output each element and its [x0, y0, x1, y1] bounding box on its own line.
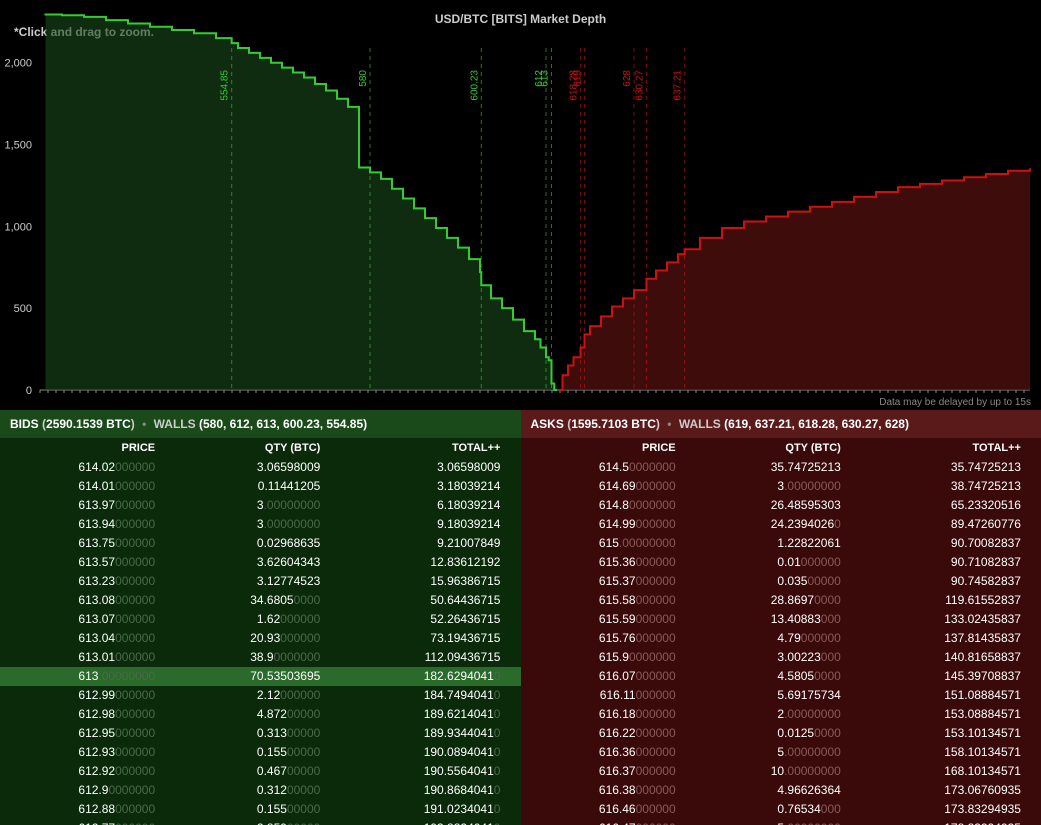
bids-label: BIDS — [10, 417, 39, 431]
order-row[interactable]: 616.110000005.69175734151.08884571 — [521, 686, 1041, 705]
bids-col-qty: QTY (BTC) — [175, 442, 340, 454]
order-row[interactable]: 613.970000003.000000006.18039214 — [0, 496, 521, 515]
bids-col-price: PRICE — [10, 442, 175, 454]
order-row[interactable]: 615.5800000028.86970000119.61552837 — [521, 591, 1041, 610]
order-row[interactable]: 615.760000004.79000000137.81435837 — [521, 629, 1041, 648]
order-row[interactable]: 616.470000005.00000000178.83294935 — [521, 819, 1041, 825]
asks-total: 1595.7103 BTC — [571, 417, 656, 431]
order-row[interactable]: 615.5900000013.40883000133.02435837 — [521, 610, 1041, 629]
order-row[interactable]: 613.0000000070.53503695182.62940410 — [0, 667, 521, 686]
svg-text:630.27: 630.27 — [634, 70, 645, 101]
order-row[interactable]: 612.950000000.31300000189.93440410 — [0, 724, 521, 743]
asks-panel: ASKS (1595.7103 BTC) • WALLS (619, 637.2… — [521, 410, 1041, 825]
bids-walls-label: WALLS — [154, 417, 196, 431]
order-row[interactable]: 612.900000000.31200000190.86840410 — [0, 781, 521, 800]
order-row[interactable]: 612.880000000.15500000191.02340410 — [0, 800, 521, 819]
asks-walls-label: WALLS — [679, 417, 721, 431]
order-row[interactable]: 615.360000000.0100000090.71082837 — [521, 553, 1041, 572]
order-row[interactable]: 616.3700000010.00000000168.10134571 — [521, 762, 1041, 781]
svg-text:500: 500 — [14, 303, 32, 315]
depth-chart-svg: 05001,0001,5002,000554.85580600.23612613… — [0, 0, 1041, 410]
bids-col-total: TOTAL++ — [340, 442, 510, 454]
bids-total-close: ) — [131, 417, 135, 431]
order-row[interactable]: 613.940000003.000000009.18039214 — [0, 515, 521, 534]
order-row[interactable]: 612.770000002.85900000193.88240410 — [0, 819, 521, 825]
order-row[interactable]: 614.9900000024.2394026089.47260776 — [521, 515, 1041, 534]
order-row[interactable]: 614.010000000.114412053.18039214 — [0, 477, 521, 496]
order-row[interactable]: 613.070000001.6200000052.26436715 — [0, 610, 521, 629]
asks-header: ASKS (1595.7103 BTC) • WALLS (619, 637.2… — [521, 410, 1041, 438]
svg-text:0: 0 — [26, 385, 32, 397]
svg-text:628: 628 — [622, 70, 633, 87]
asks-col-headers: PRICE QTY (BTC) TOTAL++ — [521, 438, 1041, 458]
bids-rows: 614.020000003.065980093.06598009614.0100… — [0, 458, 521, 825]
asks-sep: • — [667, 417, 671, 431]
svg-text:580: 580 — [358, 70, 369, 87]
svg-text:1,500: 1,500 — [4, 140, 32, 152]
order-row[interactable]: 613.0100000038.90000000112.09436715 — [0, 648, 521, 667]
asks-col-price: PRICE — [531, 442, 696, 454]
order-row[interactable]: 614.690000003.0000000038.74725213 — [521, 477, 1041, 496]
svg-text:554.85: 554.85 — [220, 70, 231, 101]
asks-col-qty: QTY (BTC) — [696, 442, 861, 454]
order-row[interactable]: 615.900000003.00223000140.81658837 — [521, 648, 1041, 667]
order-tables: BIDS (2590.1539 BTC) • WALLS (580, 612, … — [0, 410, 1041, 825]
svg-text:637.21: 637.21 — [673, 70, 684, 101]
order-row[interactable]: 612.980000004.87200000189.62140410 — [0, 705, 521, 724]
asks-col-total: TOTAL++ — [861, 442, 1031, 454]
order-row[interactable]: 614.5000000035.7472521335.74725213 — [521, 458, 1041, 477]
order-row[interactable]: 616.070000004.58050000145.39708837 — [521, 667, 1041, 686]
asks-rows: 614.5000000035.7472521335.74725213614.69… — [521, 458, 1041, 825]
order-row[interactable]: 616.460000000.76534000173.83294935 — [521, 800, 1041, 819]
order-row[interactable]: 612.920000000.46700000190.55640410 — [0, 762, 521, 781]
order-row[interactable]: 616.180000002.00000000153.08884571 — [521, 705, 1041, 724]
svg-text:2,000: 2,000 — [4, 58, 32, 70]
bids-header: BIDS (2590.1539 BTC) • WALLS (580, 612, … — [0, 410, 521, 438]
order-row[interactable]: 615.000000001.2282206190.70082837 — [521, 534, 1041, 553]
order-row[interactable]: 614.8000000026.4859530365.23320516 — [521, 496, 1041, 515]
svg-text:619: 619 — [573, 70, 584, 87]
bids-walls-values: (580, 612, 613, 600.23, 554.85) — [199, 417, 367, 431]
order-row[interactable]: 616.380000004.96626364173.06760935 — [521, 781, 1041, 800]
svg-text:1,000: 1,000 — [4, 221, 32, 233]
depth-chart-container[interactable]: USD/BTC [BITS] Market Depth *Click and d… — [0, 0, 1041, 410]
chart-footer: Data may be delayed by up to 15s — [879, 397, 1031, 408]
order-row[interactable]: 613.750000000.029686359.21007849 — [0, 534, 521, 553]
svg-text:613: 613 — [540, 70, 551, 87]
bids-total: 2590.1539 BTC — [46, 417, 131, 431]
asks-label: ASKS — [531, 417, 564, 431]
svg-text:600.23: 600.23 — [469, 70, 480, 101]
bids-col-headers: PRICE QTY (BTC) TOTAL++ — [0, 438, 521, 458]
order-row[interactable]: 613.570000003.6260434312.83612192 — [0, 553, 521, 572]
order-row[interactable]: 612.930000000.15500000190.08940410 — [0, 743, 521, 762]
order-row[interactable]: 613.0400000020.9300000073.19436715 — [0, 629, 521, 648]
order-row[interactable]: 616.220000000.01250000153.10134571 — [521, 724, 1041, 743]
order-row[interactable]: 613.0800000034.6805000050.64436715 — [0, 591, 521, 610]
order-row[interactable]: 614.020000003.065980093.06598009 — [0, 458, 521, 477]
asks-walls-values: (619, 637.21, 618.28, 630.27, 628) — [724, 417, 909, 431]
bids-panel: BIDS (2590.1539 BTC) • WALLS (580, 612, … — [0, 410, 521, 825]
asks-total-close: ) — [656, 417, 660, 431]
order-row[interactable]: 616.360000005.00000000158.10134571 — [521, 743, 1041, 762]
order-row[interactable]: 615.370000000.0350000090.74582837 — [521, 572, 1041, 591]
bids-sep: • — [142, 417, 146, 431]
order-row[interactable]: 612.990000002.12000000184.74940410 — [0, 686, 521, 705]
order-row[interactable]: 613.230000003.1277452315.96386715 — [0, 572, 521, 591]
